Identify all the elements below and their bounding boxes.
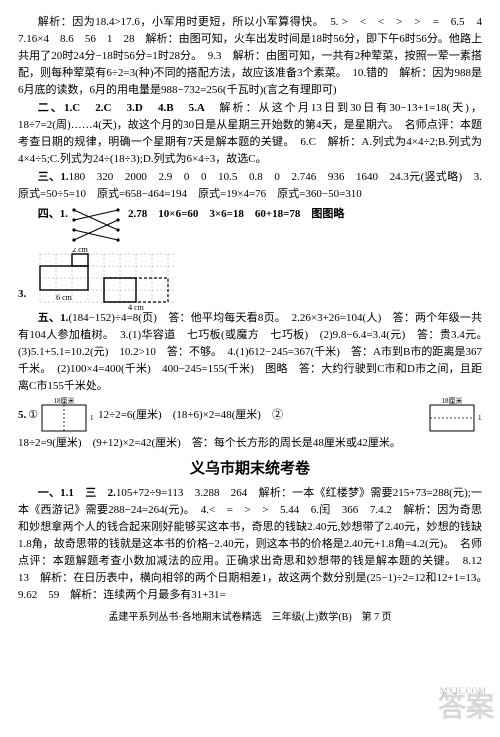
matching-diagram	[68, 206, 124, 246]
section-five-head: 五、1.	[38, 312, 69, 324]
section-three-head: 三、1.	[38, 171, 69, 183]
yiwu-section-one-head: 一、1.1 三 2.	[38, 487, 116, 499]
section-two-head: 二、1.C 2.C 3.D 4.B 5.A	[38, 102, 220, 114]
grid-label-2cm: 2 cm	[72, 248, 89, 254]
q5-circle-1: ①	[28, 407, 38, 424]
section-five: 五、1.(184−152)÷4=8(页) 答：他平均每天看8页。 2.26×3+…	[18, 310, 482, 395]
svg-text:12厘米: 12厘米	[478, 413, 482, 422]
section-five-q5-row: 5. ① 18厘米 12厘米 12÷2=6(厘米) (18+6)×2=48(厘米…	[18, 397, 482, 435]
section-five-q5-line2: 18÷2=9(厘米) (9+12)×2=42(厘米) 答：每个长方形的周长是48…	[18, 435, 482, 452]
section-four-row: 四、1. 2.78 10×6=60 3×6=18 60+18=78 图图略	[18, 206, 482, 246]
section-four-q3-row: 3. 2 cm 6 cm 4 cm	[18, 248, 482, 310]
rect-shape-1: 18厘米 12厘米	[38, 397, 94, 435]
svg-text:18厘米: 18厘米	[442, 397, 463, 405]
svg-text:18厘米: 18厘米	[54, 397, 75, 405]
section-five-body: (184−152)÷4=8(页) 答：他平均每天看8页。 2.26×3+26=1…	[18, 312, 493, 392]
section-four-head: 四、1.	[38, 208, 68, 220]
section-four-q2: 2.78 10×6=60 3×6=18 60+18=78 图图略	[128, 208, 344, 220]
section-three-body: 180 320 2000 2.9 0 0 10.5 0.8 0 2.746 93…	[18, 171, 482, 200]
analysis-block-1: 解析：因为18.4>17.6，小军用时更短，所以小军算得快。 5. > < < …	[18, 14, 482, 99]
section-two: 二、1.C 2.C 3.D 4.B 5.A 解析：从这个月13日到30日有30−…	[18, 100, 482, 168]
grid-diagram: 2 cm 6 cm 4 cm	[30, 248, 180, 310]
yiwu-section-one-body: 105+72÷9=113 3.288 264 解析：一本《红楼梦》需要215+7…	[18, 487, 493, 601]
section-four-q3-num: 3.	[18, 286, 26, 309]
section-three: 三、1.180 320 2000 2.9 0 0 10.5 0.8 0 2.74…	[18, 169, 482, 203]
watermark-icon: 答案	[438, 686, 494, 729]
yiwu-section-one: 一、1.1 三 2.105+72÷9=113 3.288 264 解析：一本《红…	[18, 485, 482, 604]
section-five-q5-num: 5.	[18, 407, 26, 424]
watermark-small: MXJE.COM	[440, 685, 486, 699]
q5-mid-text: 12÷2=6(厘米) (18+6)×2=48(厘米) ②	[94, 407, 426, 424]
grid-label-6cm: 6 cm	[56, 293, 73, 302]
page-footer: 孟建平系列丛书·各地期末试卷精选 三年级(上)数学(B) 第 7 页	[18, 610, 482, 626]
grid-label-4cm: 4 cm	[128, 303, 145, 310]
rect-shape-2: 18厘米 12厘米	[426, 397, 482, 435]
exam-title: 义乌市期末统考卷	[18, 458, 482, 481]
